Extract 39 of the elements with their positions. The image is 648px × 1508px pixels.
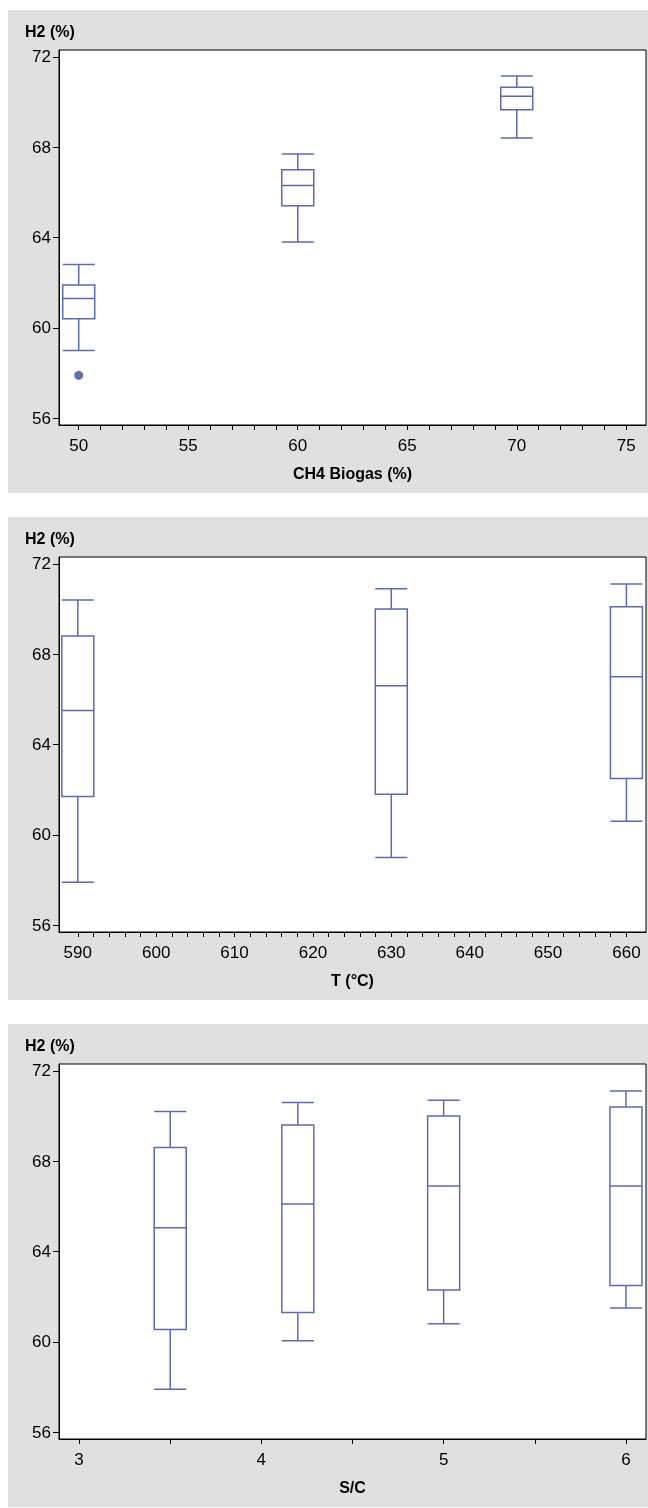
y-tick-label: 64 bbox=[32, 735, 51, 754]
x-tick-label: 4 bbox=[256, 1450, 267, 1469]
x-tick-label: 630 bbox=[377, 943, 406, 962]
y-tick-label: 72 bbox=[32, 1061, 51, 1081]
y-tick-label: 72 bbox=[32, 554, 51, 574]
y-tick-label: 64 bbox=[32, 228, 51, 247]
y-tick-label: 60 bbox=[32, 318, 51, 338]
x-tick-label: 5 bbox=[438, 1450, 449, 1469]
y-tick-label: 60 bbox=[32, 825, 51, 845]
x-tick-label: 650 bbox=[533, 943, 563, 962]
x-tick-label: 75 bbox=[616, 436, 636, 455]
y-axis-title: H2 (%) bbox=[25, 1036, 75, 1054]
x-tick-label: 70 bbox=[507, 436, 527, 455]
x-axis-title: T (°C) bbox=[331, 971, 374, 989]
x-tick-label: 600 bbox=[141, 943, 171, 962]
x-tick-label: 6 bbox=[621, 1450, 631, 1469]
y-tick-label: 68 bbox=[32, 137, 51, 157]
y-tick-label: 68 bbox=[32, 644, 51, 664]
y-tick-label: 56 bbox=[32, 915, 51, 935]
y-tick-label: 56 bbox=[32, 1422, 51, 1442]
x-tick-label: 50 bbox=[69, 436, 89, 455]
x-tick-label: 610 bbox=[220, 943, 249, 962]
y-tick-label: 68 bbox=[32, 1151, 51, 1171]
x-tick-label: 660 bbox=[612, 943, 641, 962]
x-axis-title: S/C bbox=[339, 1478, 367, 1496]
x-tick-label: 590 bbox=[63, 943, 92, 962]
y-axis-title: H2 (%) bbox=[25, 529, 75, 547]
x-axis-title: CH4 Biogas (%) bbox=[292, 464, 413, 482]
x-tick-label: 3 bbox=[74, 1450, 84, 1469]
x-tick-label: 640 bbox=[455, 943, 484, 962]
y-axis-title: H2 (%) bbox=[25, 22, 75, 40]
y-tick-label: 72 bbox=[32, 47, 51, 67]
x-tick-label: 620 bbox=[298, 943, 328, 962]
x-tick-label: 55 bbox=[178, 436, 198, 455]
x-tick-label: 60 bbox=[288, 436, 308, 455]
y-tick-label: 60 bbox=[32, 1332, 51, 1352]
y-tick-label: 56 bbox=[32, 408, 51, 428]
y-tick-label: 64 bbox=[32, 1242, 51, 1261]
x-tick-label: 65 bbox=[397, 436, 417, 455]
